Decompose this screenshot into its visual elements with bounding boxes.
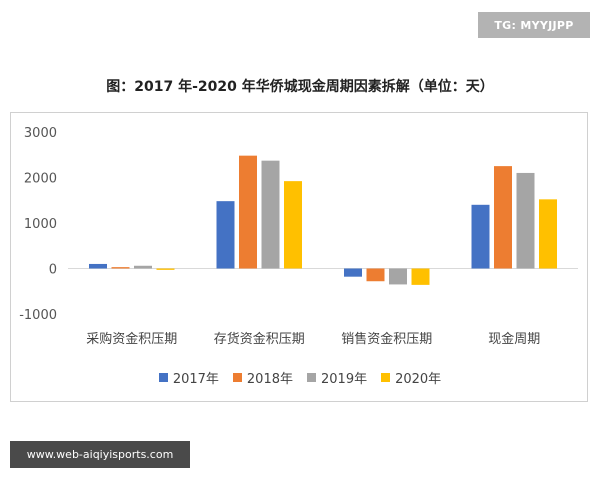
legend-label: 2019年 bbox=[321, 371, 368, 387]
legend-item: 2019年 bbox=[307, 368, 367, 387]
y-tick-label: 2000 bbox=[24, 172, 57, 187]
bar bbox=[216, 201, 235, 269]
legend-swatch bbox=[158, 372, 168, 382]
bar bbox=[134, 265, 152, 269]
bar bbox=[261, 160, 280, 269]
bar bbox=[389, 268, 407, 285]
bar bbox=[89, 263, 107, 269]
y-tick-label: 0 bbox=[49, 263, 57, 278]
bar-chart: -1000 0 1000 2000 3000 采购资金积压期 存货资金积压期 销售资金积压期 现… bbox=[19, 126, 578, 347]
bar bbox=[411, 268, 430, 285]
bar bbox=[111, 267, 130, 269]
legend-label: 2017年 bbox=[172, 371, 219, 387]
legend-item: 2017年 bbox=[158, 368, 219, 387]
legend-label: 2018年 bbox=[246, 371, 293, 387]
bar bbox=[284, 181, 302, 269]
legend-label: 2020年 bbox=[395, 371, 442, 387]
chart-legend: 2017年 2018年 2019年 2020年 bbox=[0, 367, 600, 387]
y-tick-label: 1000 bbox=[24, 217, 57, 232]
category-label: 采购资金积压期 bbox=[86, 331, 177, 347]
bar bbox=[366, 268, 385, 282]
bar bbox=[539, 199, 557, 269]
legend-swatch bbox=[381, 372, 391, 382]
tg-badge: TG: MYYJJPP bbox=[478, 12, 590, 38]
legend-item: 2018年 bbox=[232, 368, 293, 387]
y-tick-label: 3000 bbox=[24, 126, 57, 141]
bar bbox=[494, 166, 512, 269]
y-tick-label: -1000 bbox=[19, 308, 57, 323]
url-badge[interactable]: www.web-aiqiyisports.com bbox=[10, 441, 190, 468]
bar bbox=[239, 155, 257, 269]
bar bbox=[471, 204, 490, 269]
chart-title: 图：2017 年-2020 年华侨城现金周期因素拆解（单位：天） bbox=[106, 79, 494, 95]
bar bbox=[516, 172, 535, 269]
legend-swatch bbox=[232, 372, 242, 382]
legend-item: 2020年 bbox=[381, 368, 441, 387]
chart-frame bbox=[10, 112, 588, 402]
category-label: 存货资金积压期 bbox=[214, 331, 305, 347]
legend-swatch bbox=[307, 372, 316, 382]
bar bbox=[344, 268, 362, 277]
category-label: 销售资金积压期 bbox=[341, 331, 432, 347]
category-label: 现金周期 bbox=[488, 331, 540, 347]
bar bbox=[156, 268, 175, 270]
